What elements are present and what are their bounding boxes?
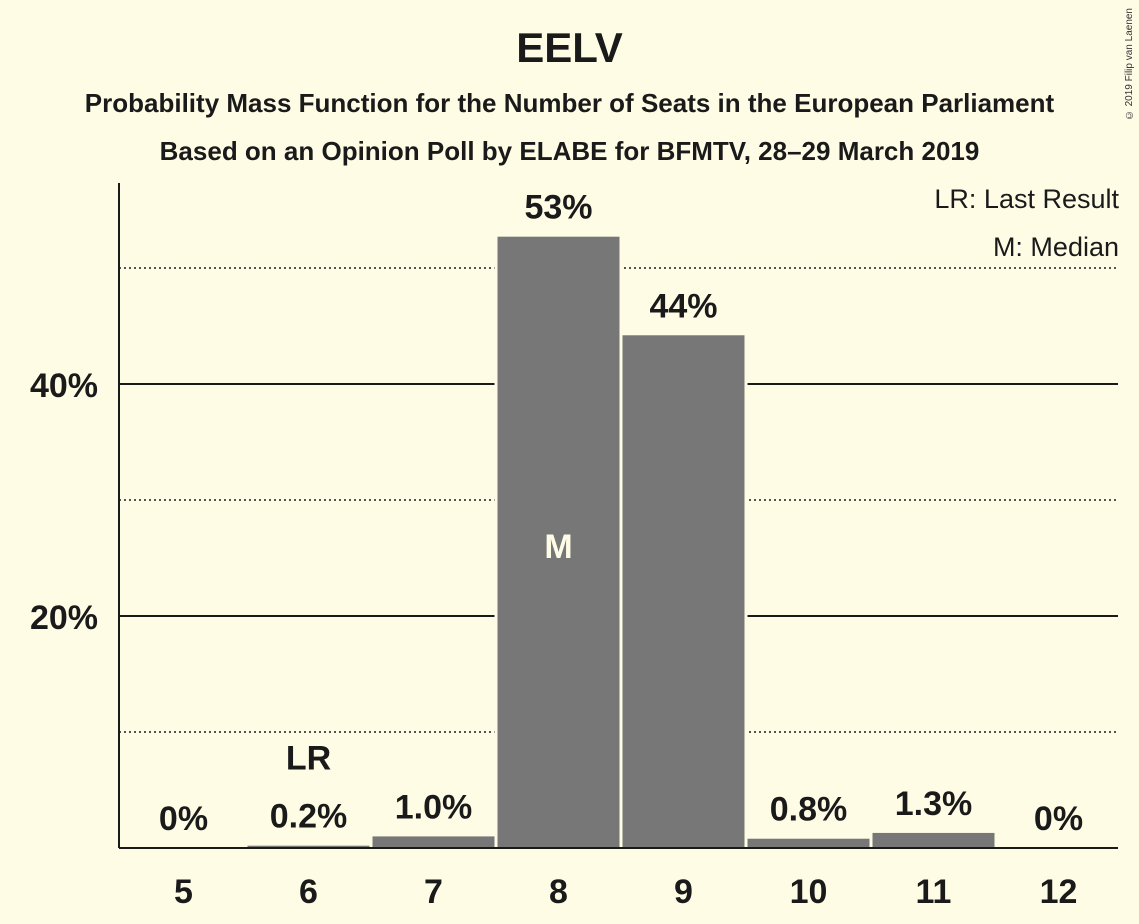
chart-title: EELV xyxy=(516,24,623,71)
data-label: 0% xyxy=(159,800,208,838)
data-label: 0.2% xyxy=(270,798,348,836)
last-result-marker: LR xyxy=(286,740,331,778)
x-tick-label: 11 xyxy=(916,873,952,911)
y-tick-label: 40% xyxy=(30,367,98,405)
legend-median: M: Median xyxy=(992,232,1119,262)
x-tick-label: 8 xyxy=(549,873,568,911)
y-tick-label: 20% xyxy=(30,599,98,637)
median-marker: M xyxy=(544,528,572,566)
data-label: 44% xyxy=(649,287,717,325)
x-tick-label: 12 xyxy=(1040,873,1078,911)
x-tick-label: 5 xyxy=(174,873,193,911)
data-label: 1.0% xyxy=(395,788,473,826)
x-tick-label: 10 xyxy=(790,873,828,911)
bar xyxy=(372,836,495,848)
bar xyxy=(247,845,370,848)
bar xyxy=(747,838,870,848)
x-tick-label: 6 xyxy=(299,873,318,911)
data-label: 0.8% xyxy=(770,791,848,829)
data-label: 53% xyxy=(524,189,592,227)
chart-subtitle: Probability Mass Function for the Number… xyxy=(84,88,1055,118)
legend-last-result: LR: Last Result xyxy=(934,184,1119,214)
bar xyxy=(872,832,995,848)
data-label: 0% xyxy=(1034,800,1083,838)
x-tick-label: 9 xyxy=(674,873,693,911)
bar xyxy=(497,236,620,848)
chart-source: Based on an Opinion Poll by ELABE for BF… xyxy=(159,136,980,166)
bar xyxy=(622,335,745,848)
x-tick-label: 7 xyxy=(424,873,443,911)
data-label: 1.3% xyxy=(895,785,973,823)
